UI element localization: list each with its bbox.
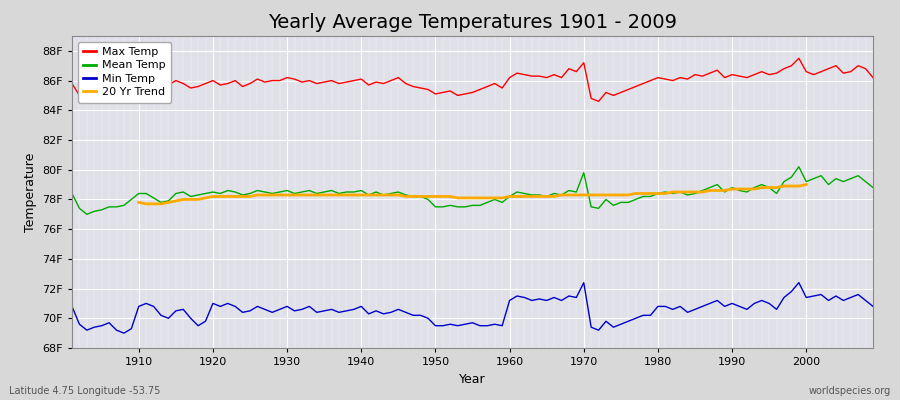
Legend: Max Temp, Mean Temp, Min Temp, 20 Yr Trend: Max Temp, Mean Temp, Min Temp, 20 Yr Tre… — [77, 42, 171, 103]
X-axis label: Year: Year — [459, 372, 486, 386]
Text: Latitude 4.75 Longitude -53.75: Latitude 4.75 Longitude -53.75 — [9, 386, 160, 396]
Title: Yearly Average Temperatures 1901 - 2009: Yearly Average Temperatures 1901 - 2009 — [268, 13, 677, 32]
Y-axis label: Temperature: Temperature — [23, 152, 37, 232]
Text: worldspecies.org: worldspecies.org — [809, 386, 891, 396]
